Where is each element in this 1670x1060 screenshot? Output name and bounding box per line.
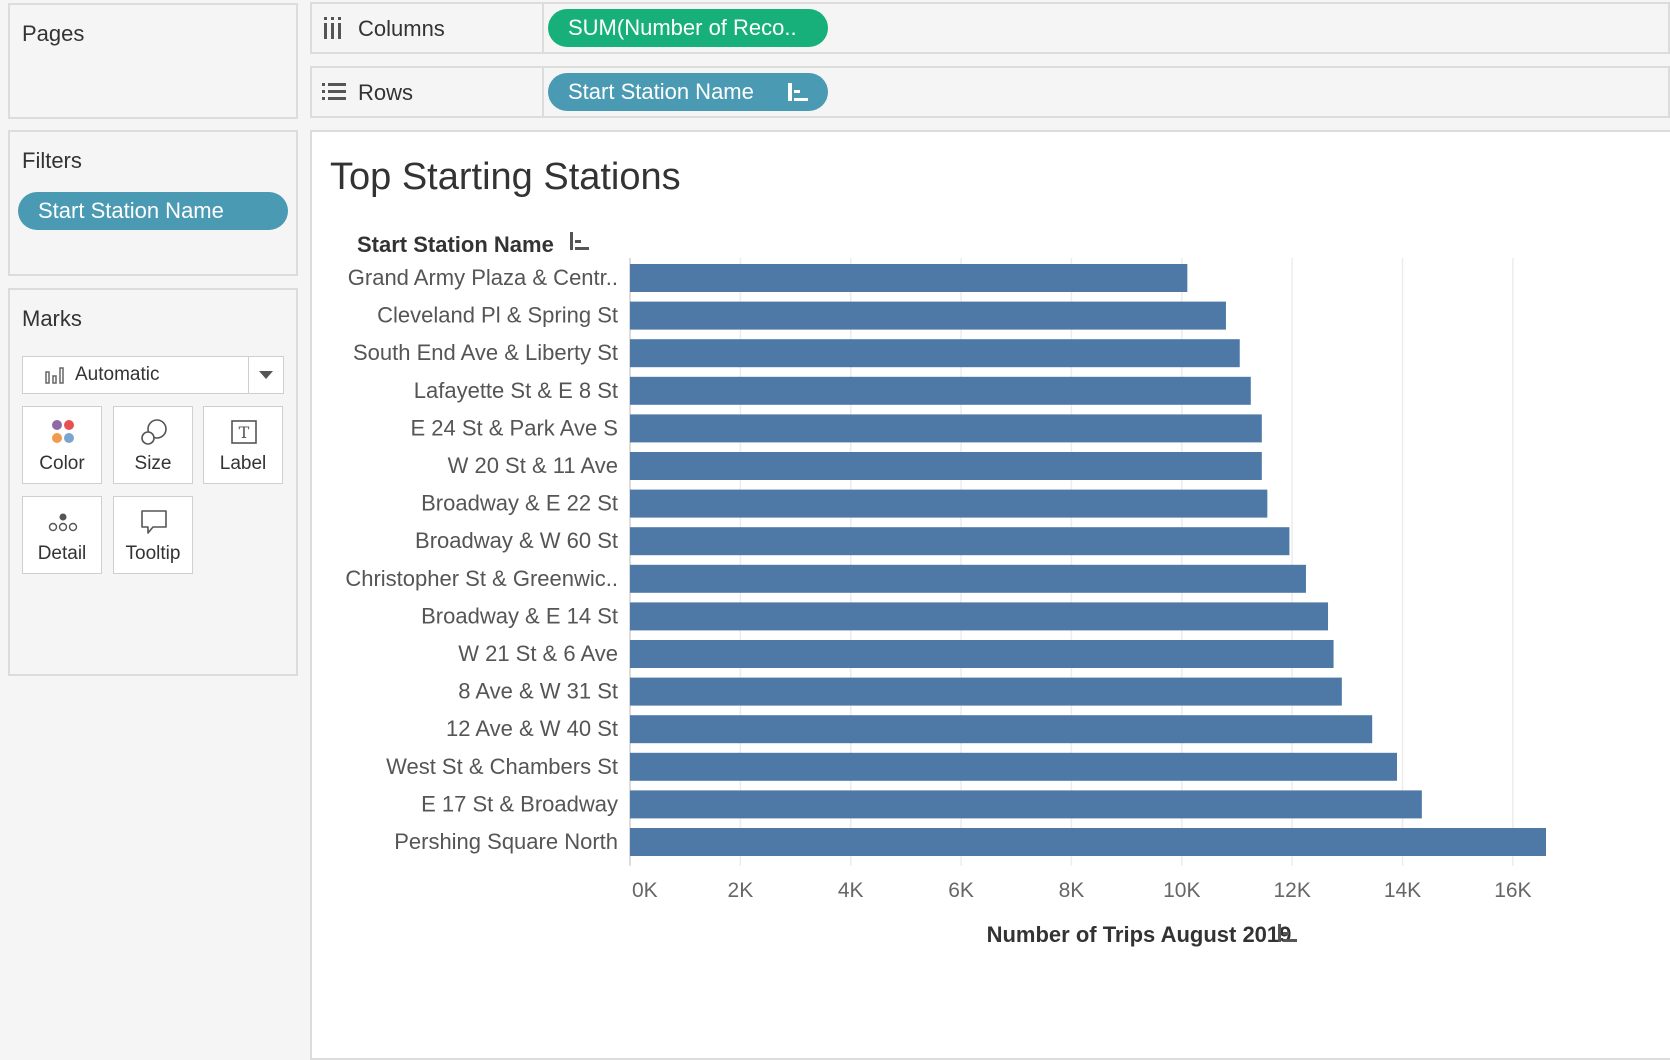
rows-shelf-label: Rows (312, 68, 544, 116)
bar[interactable] (630, 527, 1290, 556)
bar[interactable] (630, 752, 1398, 781)
filters-card: Filters Start Station Name (8, 130, 298, 276)
category-label[interactable]: Grand Army Plaza & Centr.. (348, 265, 618, 290)
color-dots-icon (52, 420, 74, 443)
bar[interactable] (630, 452, 1262, 480)
x-tick-label: 14K (1384, 879, 1421, 902)
chevron-down-icon[interactable] (249, 371, 283, 379)
bar[interactable] (630, 602, 1329, 631)
category-label[interactable]: W 20 St & 11 Ave (448, 453, 618, 478)
size-button-label: Size (134, 453, 172, 474)
detail-dots-icon (48, 513, 78, 532)
category-label[interactable]: South End Ave & Liberty St (353, 340, 618, 365)
worksheet-view: Top Starting Stations Grand Army Plaza &… (310, 130, 1670, 1060)
mark-type-dropdown[interactable]: Automatic (22, 356, 284, 394)
bar-chart-icon (45, 367, 64, 384)
category-label[interactable]: Broadway & W 60 St (415, 528, 618, 553)
bar[interactable] (630, 828, 1546, 856)
pages-title: Pages (22, 21, 85, 46)
x-tick-label: 12K (1273, 879, 1310, 902)
x-tick-label: 4K (838, 879, 864, 902)
columns-pill-measure[interactable]: SUM(Number of Reco.. (548, 9, 828, 47)
x-tick-label: 10K (1163, 879, 1200, 902)
category-label[interactable]: E 24 St & Park Ave S (411, 415, 619, 440)
svg-text:T: T (239, 423, 250, 442)
bar[interactable] (630, 677, 1342, 706)
detail-button-label: Detail (37, 543, 87, 564)
bar[interactable] (630, 715, 1373, 744)
bar-chart: Grand Army Plaza & Centr.. Cleveland Pl &… (345, 232, 1546, 947)
rows-shelf: Rows Start Station Name (310, 66, 1670, 118)
category-label[interactable]: Broadway & E 14 St (421, 603, 618, 628)
rows-pill-dimension[interactable]: Start Station Name (548, 73, 828, 111)
category-label[interactable]: Christopher St & Greenwic.. (345, 566, 618, 591)
x-tick-label: 8K (1059, 879, 1085, 902)
columns-label: Columns (358, 16, 445, 41)
detail-button[interactable]: Detail (22, 496, 102, 574)
dropdown-divider (248, 357, 249, 393)
category-label[interactable]: W 21 St & 6 Ave (458, 641, 618, 666)
rows-icon (322, 83, 346, 100)
row-header-sort-icon[interactable] (570, 232, 589, 250)
bar[interactable] (630, 301, 1226, 330)
row-header-label[interactable]: Start Station Name (357, 232, 554, 257)
x-tick-label: 2K (728, 879, 754, 902)
label-button[interactable]: T Label (203, 406, 283, 484)
category-label[interactable]: Broadway & E 22 St (421, 491, 618, 516)
marks-card: Marks Automatic Color Size T Label (8, 288, 298, 676)
size-shapes-icon (141, 419, 167, 445)
pages-card: Pages (8, 3, 298, 119)
columns-icon (324, 17, 341, 39)
mark-type-value: Automatic (75, 364, 160, 385)
category-label[interactable]: Cleveland Pl & Spring St (377, 303, 618, 328)
chart-title: Top Starting Stations (330, 156, 681, 198)
sort-descending-icon (788, 83, 808, 101)
color-button-label: Color (39, 453, 85, 474)
bar[interactable] (630, 640, 1334, 668)
size-button[interactable]: Size (113, 406, 193, 484)
x-tick-label: 0K (632, 879, 658, 902)
rows-label: Rows (358, 80, 414, 105)
text-label-icon: T (231, 420, 257, 444)
bar[interactable] (630, 414, 1262, 443)
rows-pill-text: Start Station Name (568, 79, 754, 104)
x-axis-sort-icon[interactable] (1278, 924, 1297, 942)
x-tick-label: 16K (1494, 879, 1531, 902)
category-label[interactable]: E 17 St & Broadway (421, 791, 618, 816)
category-label[interactable]: 8 Ave & W 31 St (458, 679, 618, 704)
category-label[interactable]: West St & Chambers St (386, 754, 618, 779)
marks-title: Marks (22, 306, 82, 331)
x-tick-label: 6K (948, 879, 974, 902)
bar[interactable] (630, 564, 1306, 593)
color-button[interactable]: Color (22, 406, 102, 484)
label-button-label: Label (219, 453, 267, 474)
tooltip-button-label: Tooltip (125, 543, 181, 564)
tooltip-button[interactable]: Tooltip (113, 496, 193, 574)
bar[interactable] (630, 264, 1188, 292)
filters-title: Filters (22, 148, 82, 173)
x-axis-title[interactable]: Number of Trips August 2019 (987, 922, 1292, 947)
columns-shelf: Columns SUM(Number of Reco.. (310, 2, 1670, 54)
category-label[interactable]: Lafayette St & E 8 St (414, 378, 618, 403)
bar[interactable] (630, 376, 1251, 405)
bar[interactable] (630, 489, 1268, 518)
filter-pill-start-station[interactable]: Start Station Name (18, 192, 288, 230)
category-label[interactable]: Pershing Square North (394, 829, 618, 854)
category-label[interactable]: 12 Ave & W 40 St (446, 716, 618, 741)
bar[interactable] (630, 339, 1240, 368)
tooltip-bubble-icon (141, 510, 167, 534)
bar[interactable] (630, 790, 1422, 819)
columns-shelf-label: Columns (312, 4, 544, 52)
